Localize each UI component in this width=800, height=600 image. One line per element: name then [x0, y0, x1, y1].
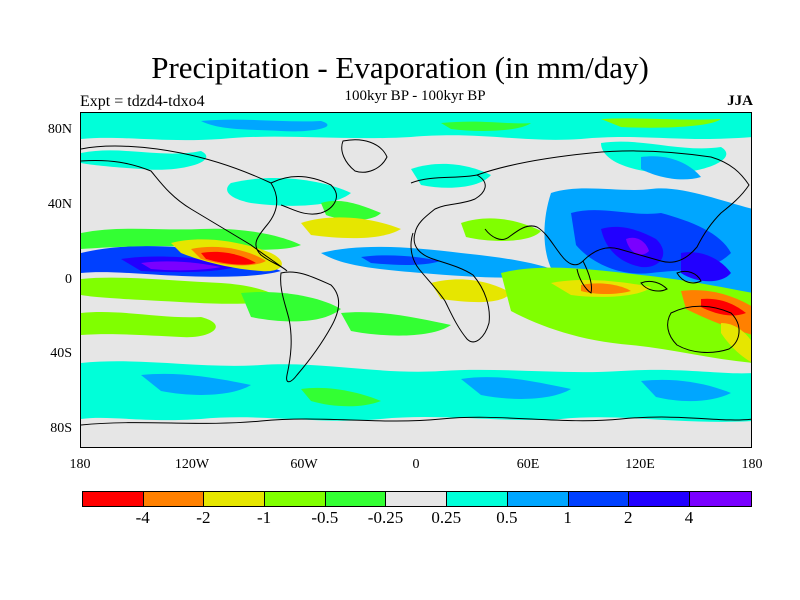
colorbar-label-4: -0.25: [367, 508, 404, 527]
colorbar-label-3: -0.5: [311, 508, 339, 527]
experiment-label: Expt = tdzd4-tdxo4: [80, 93, 205, 110]
colorbar-swatch-9: [629, 492, 690, 506]
lon-label-0: 0: [412, 457, 420, 472]
coastlines: [81, 139, 751, 426]
colorbar-label-7: 1: [563, 508, 572, 527]
season-label: JJA: [727, 93, 753, 109]
colorbar-swatch-5: [386, 492, 448, 506]
lat-label-40s: 40S: [50, 346, 72, 361]
colorbar-label-0: -4: [135, 508, 150, 527]
map-field: [81, 113, 751, 447]
colorbar-label-2: -1: [257, 508, 272, 527]
lat-label-0: 0: [65, 272, 72, 287]
map-title: Precipitation - Evaporation (in mm/day): [151, 50, 649, 85]
arctic-band: [81, 113, 751, 141]
lon-label-120w: 120W: [174, 457, 210, 472]
colorbar-swatch-8: [568, 492, 630, 506]
colorbar-swatch-1: [143, 492, 205, 506]
colorbar: [82, 491, 752, 507]
colorbar-swatch-10: [689, 492, 751, 506]
lat-label-80n: 80N: [47, 122, 72, 137]
colorbar-swatch-2: [204, 492, 266, 506]
colorbar-label-6: 0.5: [496, 508, 518, 527]
lon-label-180w: 180: [69, 457, 91, 472]
colorbar-swatch-4: [325, 492, 387, 506]
southern-tropics: [81, 267, 751, 363]
lon-label-60e: 60E: [516, 457, 540, 472]
colorbar-swatch-6: [447, 492, 508, 506]
map-plot-area: [80, 112, 752, 448]
colorbar-label-9: 4: [684, 508, 694, 527]
lon-label-120e: 120E: [625, 457, 655, 472]
colorbar-swatch-7: [507, 492, 569, 506]
tropical-bands: [81, 217, 561, 304]
lat-label-80s: 80S: [50, 421, 72, 436]
southern-ocean-band: [81, 361, 751, 422]
north-midlat-patterns: [81, 141, 727, 220]
colorbar-label-5: 0.25: [431, 508, 462, 527]
colorbar-label-1: -2: [196, 508, 211, 527]
lat-label-40n: 40N: [47, 197, 72, 212]
lon-label-60w: 60W: [290, 457, 318, 472]
colorbar-label-8: 2: [624, 508, 633, 527]
colorbar-swatch-3: [265, 492, 326, 506]
lon-label-180e: 180: [741, 457, 763, 472]
map-subtitle: 100kyr BP - 100kyr BP: [344, 88, 486, 104]
colorbar-swatch-0: [83, 492, 144, 506]
